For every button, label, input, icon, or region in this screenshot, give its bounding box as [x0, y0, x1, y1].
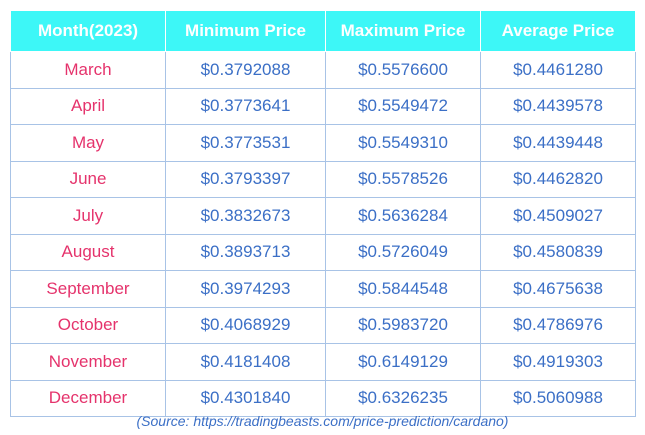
header-cell: Maximum Price: [325, 10, 481, 52]
price-cell: $0.4439448: [480, 124, 636, 162]
price-cell: $0.4786976: [480, 306, 636, 344]
price-cell: $0.3974293: [165, 270, 326, 308]
price-cell: $0.5636284: [325, 197, 481, 235]
price-cell: $0.3893713: [165, 233, 326, 271]
price-cell: $0.4301840: [165, 379, 326, 417]
table-row: October $0.4068929 $0.5983720 $0.4786976: [10, 306, 636, 344]
price-cell: $0.6326235: [325, 379, 481, 417]
price-cell: $0.4439578: [480, 87, 636, 125]
header-cell: Average Price: [480, 10, 636, 52]
price-cell: $0.5549310: [325, 124, 481, 162]
month-cell: June: [10, 160, 166, 198]
table-row: May $0.3773531 $0.5549310 $0.4439448: [10, 124, 636, 162]
price-cell: $0.3792088: [165, 51, 326, 89]
table-row: December $0.4301840 $0.6326235 $0.5060988: [10, 379, 636, 417]
price-cell: $0.5578526: [325, 160, 481, 198]
price-cell: $0.6149129: [325, 343, 481, 381]
table-row: March $0.3792088 $0.5576600 $0.4461280: [10, 51, 636, 89]
table-row: June $0.3793397 $0.5578526 $0.4462820: [10, 160, 636, 198]
month-cell: November: [10, 343, 166, 381]
table-body: March $0.3792088 $0.5576600 $0.4461280 April…: [10, 51, 636, 417]
price-cell: $0.3793397: [165, 160, 326, 198]
month-cell: July: [10, 197, 166, 235]
price-cell: $0.4580839: [480, 233, 636, 271]
price-cell: $0.3773531: [165, 124, 326, 162]
price-table: Month(2023) Minimum Price Maximum Price Ave…: [10, 10, 636, 417]
price-cell: $0.5576600: [325, 51, 481, 89]
month-cell: May: [10, 124, 166, 162]
price-cell: $0.4675638: [480, 270, 636, 308]
month-cell: December: [10, 379, 166, 417]
source-note: (Source: https://tradingbeasts.com/price…: [136, 413, 509, 429]
price-cell: $0.5060988: [480, 379, 636, 417]
month-cell: October: [10, 306, 166, 344]
month-cell: April: [10, 87, 166, 125]
month-cell: March: [10, 51, 166, 89]
price-cell: $0.4509027: [480, 197, 636, 235]
price-cell: $0.4068929: [165, 306, 326, 344]
table-row: April $0.3773641 $0.5549472 $0.4439578: [10, 87, 636, 125]
price-cell: $0.4462820: [480, 160, 636, 198]
price-cell: $0.5983720: [325, 306, 481, 344]
header-cell: Month(2023): [10, 10, 166, 52]
price-cell: $0.5844548: [325, 270, 481, 308]
table-row: August $0.3893713 $0.5726049 $0.4580839: [10, 233, 636, 271]
price-cell: $0.3773641: [165, 87, 326, 125]
price-cell: $0.3832673: [165, 197, 326, 235]
table-row: November $0.4181408 $0.6149129 $0.4919303: [10, 343, 636, 381]
table-row: September $0.3974293 $0.5844548 $0.4675638: [10, 270, 636, 308]
header-row: Month(2023) Minimum Price Maximum Price Ave…: [10, 10, 636, 52]
price-cell: $0.4461280: [480, 51, 636, 89]
price-cell: $0.4181408: [165, 343, 326, 381]
month-cell: September: [10, 270, 166, 308]
price-cell: $0.4919303: [480, 343, 636, 381]
price-cell: $0.5726049: [325, 233, 481, 271]
table-row: July $0.3832673 $0.5636284 $0.4509027: [10, 197, 636, 235]
price-cell: $0.5549472: [325, 87, 481, 125]
month-cell: August: [10, 233, 166, 271]
header-cell: Minimum Price: [165, 10, 326, 52]
